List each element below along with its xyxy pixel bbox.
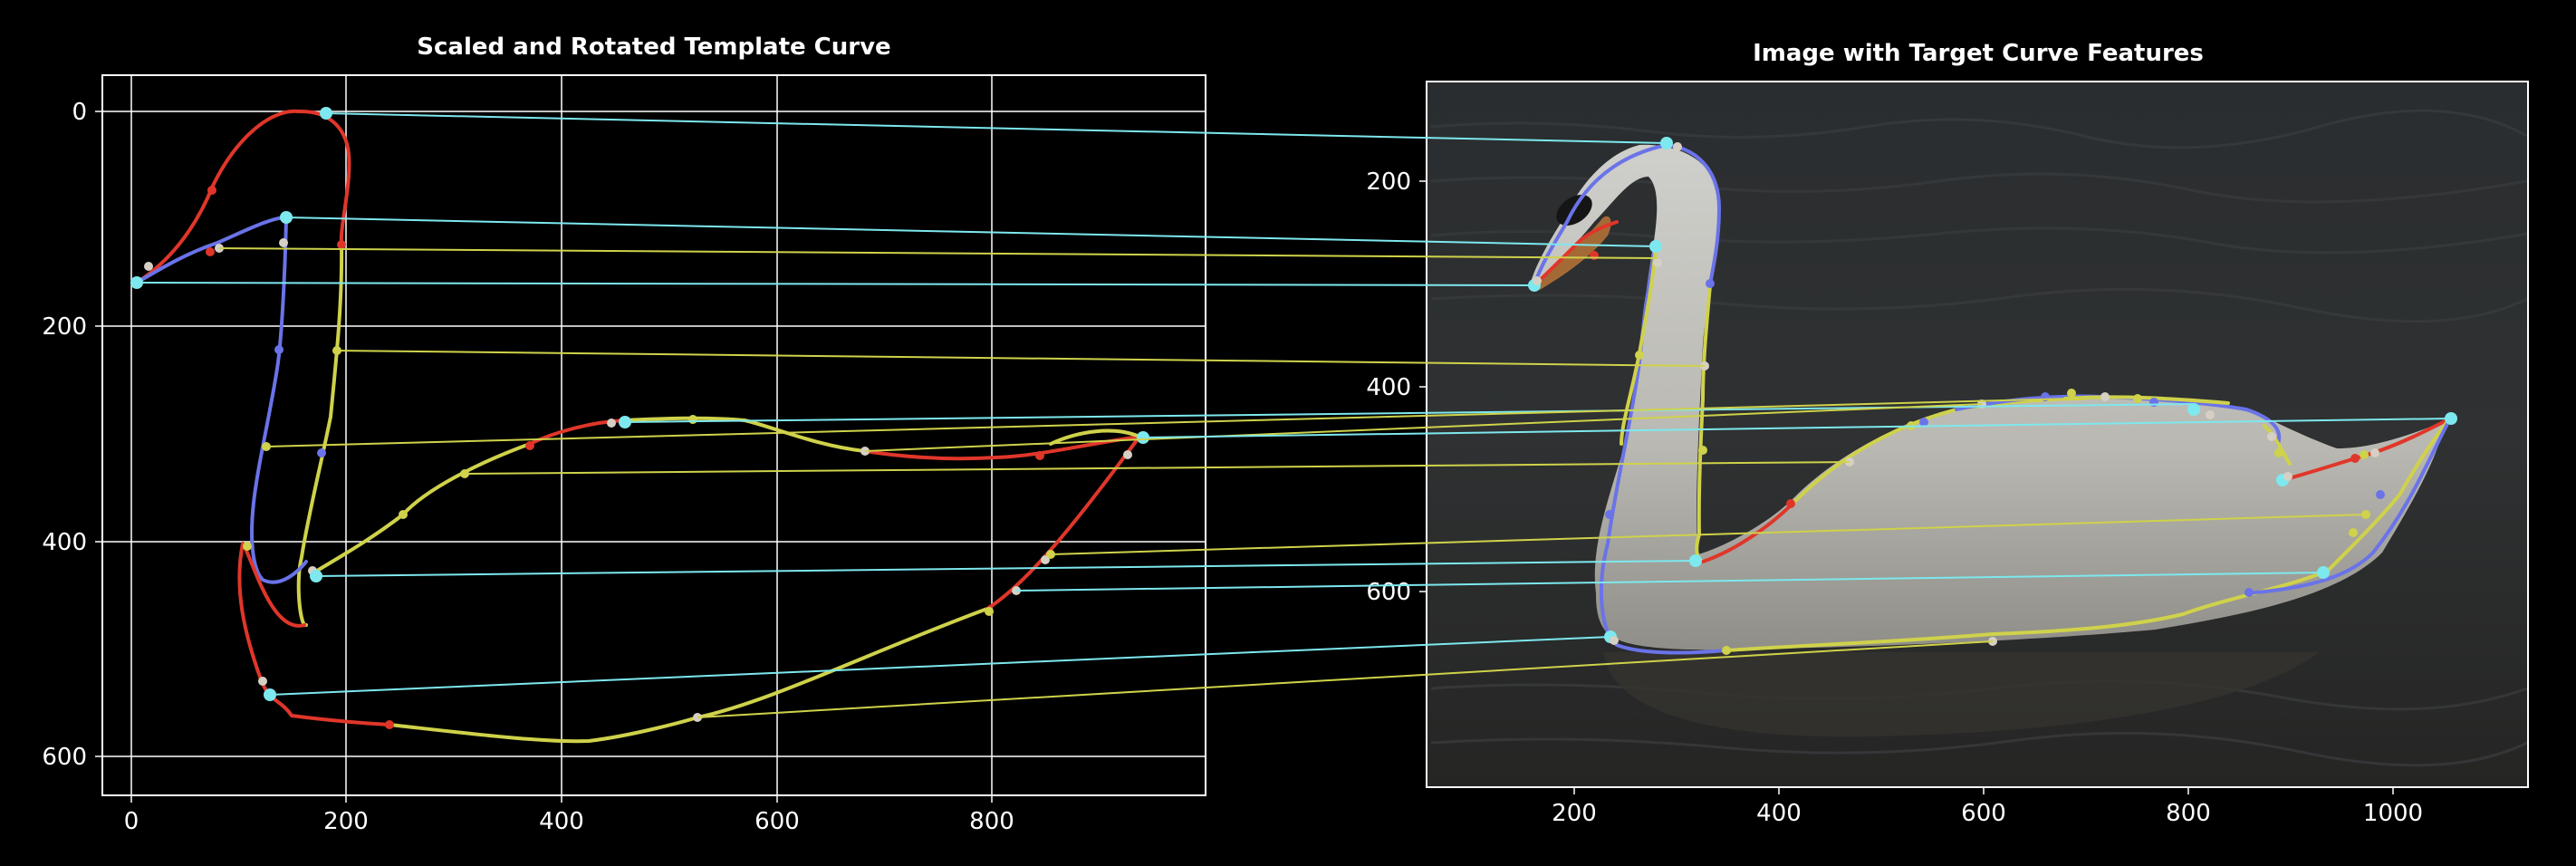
template-point [258, 677, 267, 686]
left-y-tick-400: 400 [42, 529, 87, 556]
target-point [2133, 394, 2142, 403]
target-point [2067, 389, 2076, 398]
left-x-tick-400: 400 [539, 808, 584, 835]
template-point [274, 345, 284, 354]
template-point [607, 419, 616, 428]
target-point [2350, 454, 2360, 463]
target-point [2349, 528, 2358, 537]
target-point [2206, 410, 2215, 419]
template-point [207, 186, 216, 195]
target-point [1605, 510, 1614, 519]
target-point [1533, 276, 1542, 285]
target-point [1610, 636, 1619, 645]
right-y-tick-600: 600 [1366, 579, 1411, 606]
right-panel: Image with Target Curve Features [1366, 40, 2528, 827]
template-point [1123, 450, 1132, 459]
template-point [206, 247, 215, 256]
left-x-tick-200: 200 [323, 808, 369, 835]
template-point [279, 238, 288, 247]
left-panel-title: Scaled and Rotated Template Curve [417, 34, 890, 61]
template-point [337, 240, 346, 249]
template-point [144, 262, 153, 271]
left-panel: Scaled and Rotated Template Curve [42, 34, 1206, 835]
template-point [688, 415, 697, 424]
target-point [2370, 448, 2379, 457]
target-point [1673, 142, 1682, 151]
left-x-tick-600: 600 [755, 808, 800, 835]
target-point [2376, 490, 2385, 499]
left-x-tick-800: 800 [969, 808, 1014, 835]
right-x-tick-400: 400 [1756, 800, 1802, 827]
target-point [2100, 392, 2110, 401]
target-point [2187, 403, 2200, 416]
template-point [1035, 451, 1044, 460]
template-point [243, 542, 252, 551]
right-panel-title: Image with Target Curve Features [1753, 40, 2204, 67]
target-point [1722, 646, 1731, 655]
target-point [2274, 448, 2283, 457]
target-point [2244, 588, 2254, 597]
left-x-tick-0: 0 [124, 808, 139, 835]
target-point [2283, 472, 2292, 481]
target-point [1786, 499, 1795, 508]
template-point [985, 607, 994, 616]
right-y-tick-200: 200 [1366, 168, 1411, 196]
left-y-tick-600: 600 [42, 744, 87, 771]
left-y-tick-0: 0 [72, 99, 87, 126]
right-x-tick-200: 200 [1552, 800, 1597, 827]
right-x-tick-1000: 1000 [2363, 800, 2423, 827]
right-x-tick-600: 600 [1961, 800, 2006, 827]
target-point [1706, 279, 1715, 288]
target-point [2267, 432, 2276, 441]
template-point [525, 441, 534, 450]
template-point [385, 720, 394, 729]
target-point [1653, 258, 1662, 267]
target-point [1635, 351, 1644, 360]
target-point [1698, 446, 1707, 455]
template-point [399, 510, 408, 519]
right-x-tick-800: 800 [2166, 800, 2211, 827]
left-plot-frame [102, 75, 1206, 795]
target-point [2360, 450, 2369, 459]
left-y-tick-200: 200 [42, 313, 87, 341]
template-point [317, 448, 326, 457]
right-y-tick-400: 400 [1366, 374, 1411, 401]
